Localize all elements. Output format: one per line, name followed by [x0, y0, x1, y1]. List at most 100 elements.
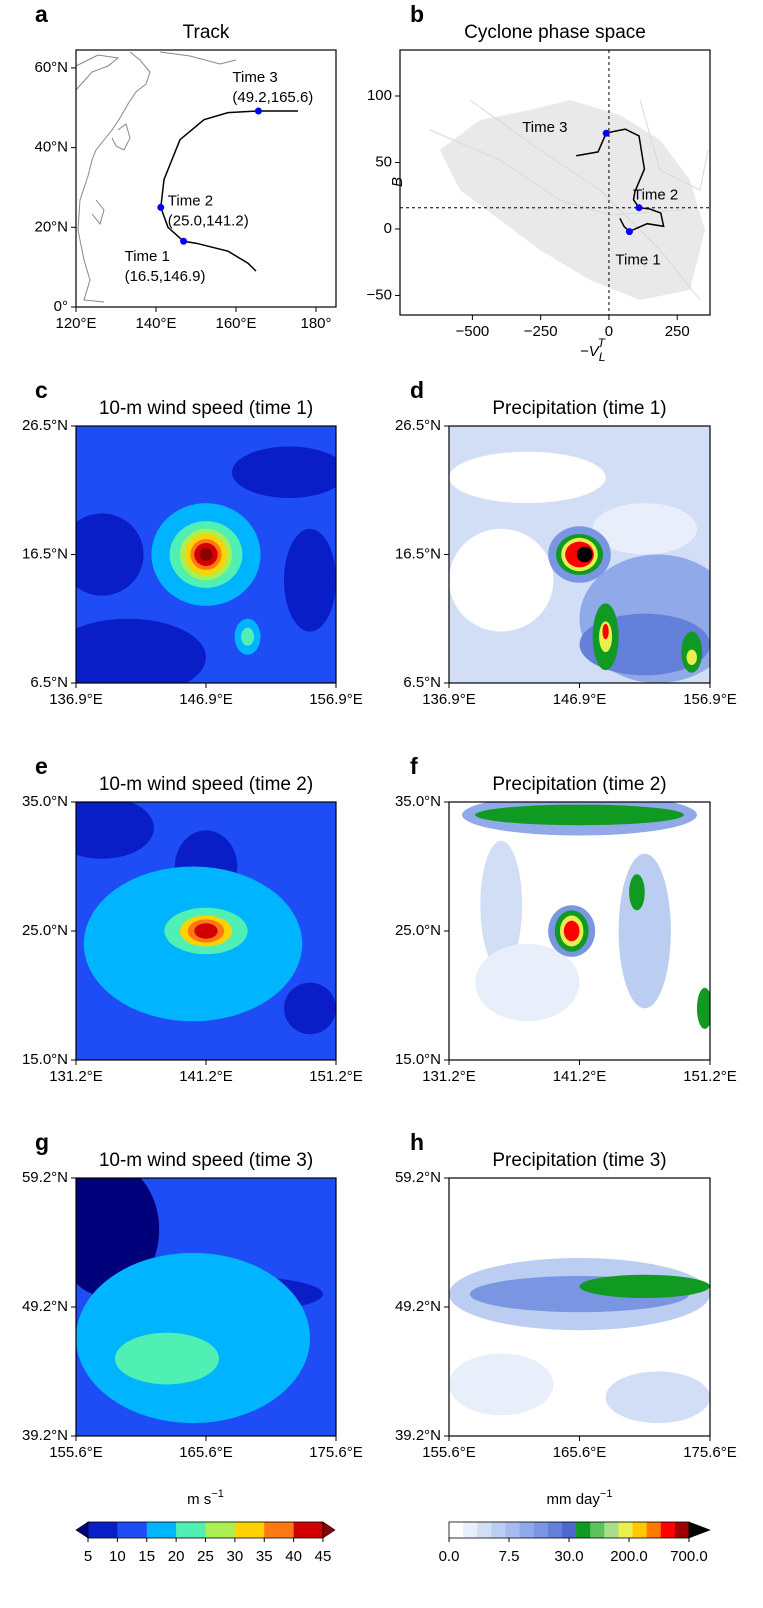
contour-level [449, 1353, 554, 1416]
plot-frame [75, 49, 337, 308]
panel-letter: c [35, 377, 48, 403]
time-point [254, 107, 262, 115]
y-tick-label: 25.0°N [22, 922, 68, 939]
colorbar-unit-exp: −1 [211, 1488, 224, 1500]
colorbar-tick-label: 7.5 [499, 1548, 520, 1565]
x-tick-label: −250 [524, 323, 558, 340]
colorbar-bin [646, 1522, 662, 1538]
contour-level [194, 923, 218, 939]
panel-title: Precipitation (time 3) [492, 1150, 666, 1171]
colorbar-tick-label: 15 [138, 1548, 155, 1565]
y-tick-label: 50 [375, 153, 392, 170]
coastline [159, 51, 237, 65]
contour-field [449, 802, 710, 1060]
colorbar-unit-exp: −1 [600, 1488, 613, 1500]
trajectory [639, 99, 709, 191]
track-line [160, 110, 298, 272]
y-tick-label: 6.5°N [30, 674, 68, 691]
x-tick-label: 175.6°E [683, 1444, 737, 1461]
contour-level [284, 982, 336, 1035]
x-tick-label: 146.9°E [553, 691, 607, 708]
contour-level [475, 804, 684, 826]
y-tick-label: 60°N [34, 59, 68, 76]
colorbar-bin [618, 1522, 633, 1538]
y-tick-label: 25.0°N [395, 922, 441, 939]
y-tick-label: 35.0°N [395, 793, 441, 810]
x-tick-label: 136.9°E [422, 691, 476, 708]
y-tick-label: 0° [54, 298, 68, 315]
point-name: Time 3 [522, 119, 567, 136]
contour-level [696, 987, 710, 1030]
trajectory [469, 99, 701, 301]
colorbar-extend [322, 1521, 336, 1539]
colorbar-tick-label: 30 [227, 1548, 244, 1565]
y-tick-label: 49.2°N [22, 1298, 68, 1315]
x-tick-label: 165.6°E [553, 1444, 607, 1461]
x-tick-label: 131.2°E [422, 1068, 476, 1085]
colorbar-extend [75, 1521, 89, 1539]
contour-level [480, 840, 523, 970]
contour-level [629, 874, 645, 911]
contour-level [199, 548, 213, 561]
colorbar-label: mm day−1 [547, 1488, 613, 1508]
track-line [576, 128, 665, 233]
colorbar-tick-label: 5 [84, 1548, 92, 1565]
x-tick-label: 180° [300, 315, 331, 332]
y-tick-label: 6.5°N [403, 674, 441, 691]
colorbar-label: m s−1 [187, 1488, 224, 1508]
y-tick-label: 39.2°N [22, 1427, 68, 1444]
x-tick-label: 156.9°E [683, 691, 737, 708]
x-label-main: −V [580, 343, 601, 360]
coastline [111, 123, 131, 151]
colorbar-tick-label: 30.0 [554, 1548, 583, 1565]
contour-level [115, 1332, 219, 1385]
x-tick-label: −500 [455, 323, 489, 340]
y-tick-label: 59.2°N [22, 1169, 68, 1186]
x-tick-label: 146.9°E [179, 691, 233, 708]
y-tick-label: −50 [367, 286, 392, 303]
colorbar-unit: mm day [547, 1491, 601, 1508]
colorbar-tick-label: 20 [168, 1548, 185, 1565]
x-tick-label: 175.6°E [309, 1444, 363, 1461]
y-tick-label: 40°N [34, 139, 68, 156]
contour-level [618, 853, 671, 1009]
colorbar-bin [632, 1522, 647, 1538]
contour-level [76, 618, 206, 683]
trajectory-cloud [440, 100, 705, 300]
x-tick-label: 151.2°E [683, 1068, 737, 1085]
colorbar-tick-label: 0.0 [439, 1548, 460, 1565]
colorbar-bin [519, 1522, 535, 1538]
point-coords: (16.5,146.9) [125, 268, 206, 285]
colorbar-bin [293, 1522, 324, 1538]
colorbar-bin [146, 1522, 177, 1538]
colorbar-tick-label: 200.0 [610, 1548, 648, 1565]
x-axis-label: −VLT [580, 336, 607, 364]
x-tick-label: 160°E [215, 315, 256, 332]
colorbar-bin [674, 1522, 690, 1538]
y-tick-label: 26.5°N [395, 417, 441, 434]
panel-letter: a [35, 1, 48, 27]
x-tick-label: 0 [605, 323, 613, 340]
phase-cloud [429, 99, 709, 301]
coastline [75, 54, 120, 91]
colorbar-tick-label: 10 [109, 1548, 126, 1565]
contour-level [76, 513, 144, 596]
contour-level [232, 446, 336, 498]
colorbar-extend [688, 1521, 711, 1539]
y-tick-label: 0 [384, 220, 392, 237]
panel-title: Precipitation (time 2) [492, 774, 666, 795]
colorbar-bin [88, 1522, 118, 1538]
time-point [180, 237, 188, 245]
x-label-sup: T [598, 336, 607, 350]
panel-letter: f [410, 753, 418, 779]
time-point [635, 204, 643, 212]
colorbar-bin [547, 1522, 563, 1538]
colorbar-tick-label: 25 [197, 1548, 214, 1565]
panel-title: Cyclone phase space [464, 22, 646, 43]
contour-level [475, 943, 580, 1022]
contour-level [563, 920, 580, 942]
panel-letter: d [410, 377, 424, 403]
colorbar-bin [234, 1522, 265, 1538]
y-tick-label: 35.0°N [22, 793, 68, 810]
